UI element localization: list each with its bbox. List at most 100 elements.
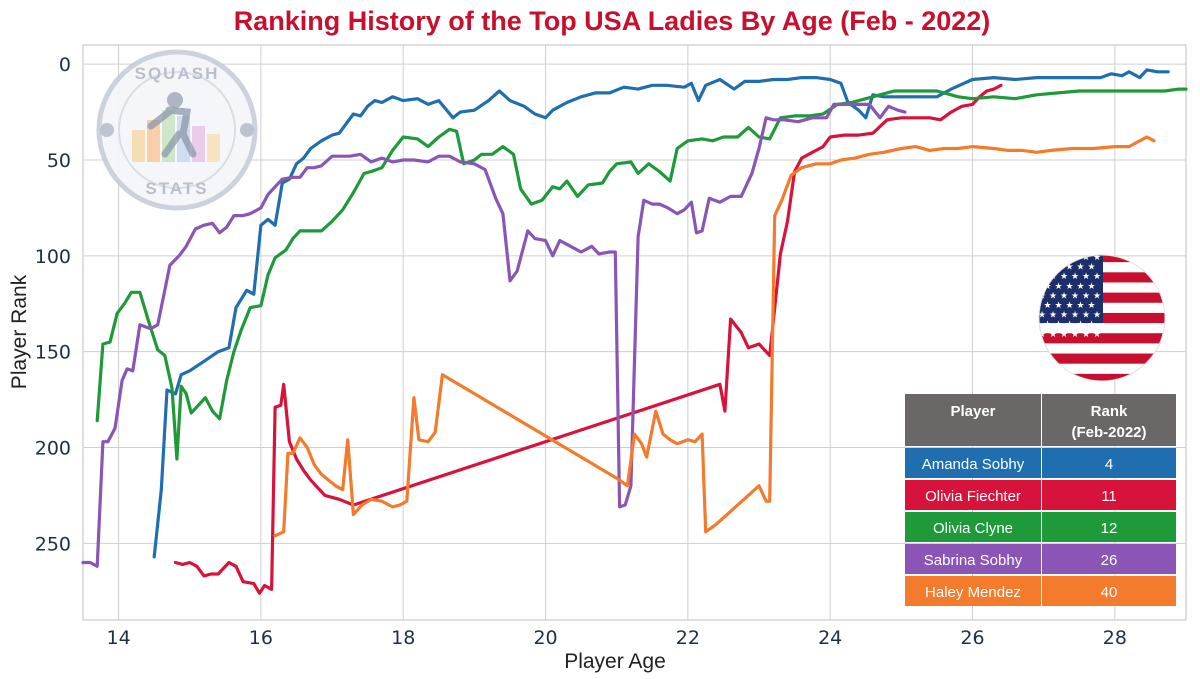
logo-bar (147, 120, 160, 162)
flag-stripe (1039, 373, 1165, 381)
flag-stripe (1039, 363, 1165, 375)
flag-star: ★ (1076, 320, 1084, 330)
flag-stripe (1039, 323, 1165, 334)
logo-player-head (167, 92, 183, 108)
x-tick-label: 18 (391, 627, 415, 649)
series-lines (81, 68, 1188, 595)
series-line-haley-mendez (273, 135, 1156, 538)
x-tick-label: 28 (1103, 627, 1127, 649)
table-player-rank: 26 (1101, 552, 1118, 569)
flag-star: ★ (1049, 330, 1057, 340)
table-player-name: Olivia Fiechter (925, 488, 1021, 505)
table-player-name: Sabrina Sobhy (924, 552, 1023, 569)
flag-stripe (1039, 343, 1165, 355)
flag-star: ★ (1082, 253, 1090, 263)
flag-star: ★ (1093, 253, 1101, 263)
flag-star: ★ (1082, 291, 1090, 301)
flag-star: ★ (1065, 263, 1073, 273)
series-line-sabrina-sobhy (81, 102, 907, 568)
flag-star: ★ (1071, 272, 1079, 282)
flag-star: ★ (1082, 272, 1090, 282)
x-tick-label: 26 (960, 627, 984, 649)
flag-star: ★ (1071, 291, 1079, 301)
flag-border (1038, 254, 1166, 382)
flag-star: ★ (1071, 311, 1079, 321)
flag-stripe (1039, 333, 1165, 344)
y-tick-label: 100 (35, 246, 71, 268)
table-player-name: Haley Mendez (925, 584, 1021, 601)
y-axis-label: Player Rank (8, 274, 31, 389)
table-player-cell (905, 544, 1041, 574)
squash-stats-logo: SQUASH STATS (96, 49, 258, 211)
table-player-cell (905, 480, 1041, 510)
logo-bar (132, 130, 145, 162)
logo-bar (207, 134, 220, 162)
flag-star: ★ (1049, 291, 1057, 301)
table-player-name: Amanda Sobhy (922, 456, 1025, 473)
flag-star: ★ (1082, 330, 1090, 340)
series-line-olivia-clyne (95, 87, 1188, 461)
table-player-name: Olivia Clyne (933, 520, 1013, 537)
flag-star: ★ (1087, 320, 1095, 330)
flag-star: ★ (1093, 272, 1101, 282)
flag-star: ★ (1082, 311, 1090, 321)
flag-star: ★ (1054, 320, 1062, 330)
table-rank-cell (1042, 544, 1176, 574)
table-player-cell (905, 448, 1041, 478)
series-line-olivia-fiechter (173, 83, 1003, 595)
y-tick-label: 250 (35, 533, 71, 555)
table-rank-cell (1042, 512, 1176, 542)
flag-star: ★ (1043, 301, 1051, 311)
flag-star: ★ (1087, 263, 1095, 273)
flag-star: ★ (1054, 301, 1062, 311)
table-player-rank: 11 (1101, 488, 1117, 505)
axis-ticks: 14 16 18 20 22 24 26 28 0 50 100 150 200 250 (35, 54, 1127, 649)
logo-top-text: SQUASH (135, 64, 220, 83)
table-player-rank: 4 (1105, 456, 1113, 473)
flag-star: ★ (1093, 291, 1101, 301)
table-rank-cell (1042, 448, 1176, 478)
flag-star: ★ (1076, 263, 1084, 273)
flag-star: ★ (1049, 311, 1057, 321)
flag-star: ★ (1060, 291, 1068, 301)
table-player-cell (905, 512, 1041, 542)
table-rank-cell (1042, 480, 1176, 510)
x-tick-label: 16 (249, 627, 273, 649)
flag-star: ★ (1093, 330, 1101, 340)
legend-table: Player Rank (Feb-2022) Amanda Sobhy 4 Oliv… (905, 394, 1176, 606)
y-tick-label: 200 (35, 438, 71, 460)
table-header-player: Player (950, 403, 995, 420)
flag-star: ★ (1060, 311, 1068, 321)
flag-star: ★ (1076, 301, 1084, 311)
table-header-rank: Rank (1091, 403, 1128, 420)
flag-star: ★ (1065, 282, 1073, 292)
flag-star: ★ (1076, 282, 1084, 292)
y-tick-label: 0 (59, 54, 71, 76)
flag-star: ★ (1060, 272, 1068, 282)
flag-star: ★ (1087, 282, 1095, 292)
table-rank-cell (1042, 576, 1176, 606)
flag-star: ★ (1087, 301, 1095, 311)
logo-player-body (147, 106, 197, 158)
flag-star: ★ (1038, 311, 1046, 321)
logo-inner-ring (118, 71, 236, 189)
flag-star: ★ (1038, 330, 1046, 340)
x-tick-label: 22 (676, 627, 700, 649)
flag-star: ★ (1071, 330, 1079, 340)
flag-stripe (1039, 353, 1165, 365)
chart-title: Ranking History of the Top USA Ladies By… (234, 6, 991, 36)
x-tick-label: 14 (106, 627, 130, 649)
x-tick-label: 24 (818, 627, 842, 649)
logo-bottom-text: STATS (145, 179, 208, 198)
y-tick-label: 150 (35, 342, 71, 364)
table-header-player-cell (905, 394, 1041, 446)
table-header-rank-cell (1042, 394, 1176, 446)
flag-star: ★ (1093, 311, 1101, 321)
table-player-cell (905, 576, 1041, 606)
series-line-amanda-sobhy (152, 68, 1170, 559)
x-axis-label: Player Age (564, 650, 666, 673)
table-header-rank-date: (Feb-2022) (1071, 424, 1146, 441)
flag-star: ★ (1060, 330, 1068, 340)
logo-ball-left (100, 123, 114, 137)
